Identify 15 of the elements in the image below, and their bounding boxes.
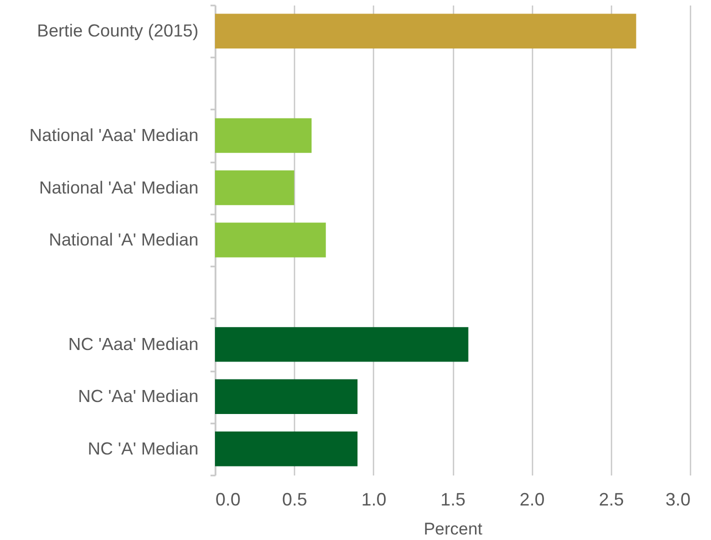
y-tick-label: NC 'Aaa' Median <box>68 334 198 354</box>
x-tick-label: 2.5 <box>598 490 624 510</box>
y-tick-label: NC 'A' Median <box>88 438 198 458</box>
y-tick-label: National 'Aaa' Median <box>29 125 198 146</box>
y-tick-label: Bertie County (2015) <box>37 20 198 41</box>
x-tick-label: 0.0 <box>216 490 241 510</box>
x-tick-label: 1.0 <box>361 490 386 510</box>
x-axis-title: Percent <box>424 520 483 538</box>
y-tick-label: National 'A' Median <box>48 230 198 250</box>
x-tick-label: 2.0 <box>520 490 545 510</box>
x-tick-label: 3.0 <box>665 490 690 510</box>
x-tick-label: 1.5 <box>440 490 466 510</box>
x-tick-label: 0.5 <box>282 490 308 510</box>
y-tick-label: National 'Aa' Median <box>39 177 198 198</box>
y-tick-label: NC 'Aa' Median <box>78 386 198 406</box>
